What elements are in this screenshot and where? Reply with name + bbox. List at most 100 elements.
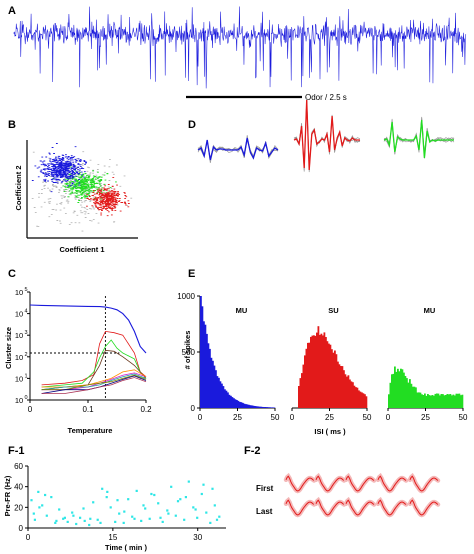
f1-point [83,519,86,522]
c-y-tick-label: 10 [15,331,23,340]
e-bar [326,341,329,408]
e-y-label: # of spikes [183,331,192,370]
d-trace-mean [197,137,279,161]
f1-point [116,499,119,502]
e-bar [364,394,366,408]
e-bar [237,400,240,408]
e-bar [307,342,309,408]
e-bar [298,386,300,408]
e-bar [424,393,426,408]
f1-point [92,501,95,504]
f1-point [96,518,99,521]
e-bar [353,385,356,408]
e-bar [225,390,228,408]
panel-label-d: D [188,119,196,131]
f1-point [148,517,151,520]
e-bar [454,395,456,408]
e-bar [437,393,440,408]
e-bar [210,357,213,408]
b-x-label: Coefficient 1 [59,245,104,254]
f1-point [72,514,75,517]
f1-point [167,512,170,515]
f1-point [200,492,203,496]
f1-point [88,523,91,527]
panel-label-a: A [8,5,16,17]
e-bar [204,324,207,408]
e-bar [310,336,312,408]
f1-point [215,518,219,521]
e-x-tick-label: 0 [386,413,391,422]
e-subplot-2: 0 25 50 MU [386,306,468,422]
e-bar [434,393,437,408]
f1-point [30,499,33,502]
c-lines [29,304,147,394]
f1-point [131,515,134,518]
f1-y-tick-label: 40 [14,483,23,492]
e-bar [416,392,419,408]
f2-waveform-mean [285,499,315,516]
e-bar [403,372,405,408]
e-bar [401,369,404,408]
e-x-tick-label: 50 [363,413,372,422]
cluster-red [86,177,130,217]
e-bar [415,387,417,408]
e-bar [203,321,205,408]
e-bar [248,404,250,408]
e-subplot-0: 1000 500 00 25 50 MU [177,292,280,422]
f1-point [38,506,41,509]
e-y-tick-label: 1000 [177,292,195,301]
f1-point [140,519,143,522]
e-x-tick-label: 0 [290,413,295,422]
c-series-line [41,374,147,391]
e-bar [356,387,359,408]
e-bar [436,393,438,408]
f1-point [118,512,121,515]
e-bar [234,399,237,408]
e-bar [219,381,222,408]
f1-point [187,480,190,483]
f1-point [205,511,208,514]
c-y-tick-exponent: 5 [24,287,27,293]
f1-point [101,487,104,490]
e-bar [322,335,324,408]
e-bar [325,337,327,408]
e-bar [329,344,332,408]
e-bar [422,395,425,408]
b-points [31,143,133,232]
f2-waveform-mean [345,475,375,492]
e-bar [255,406,258,408]
e-x-tick-label: 25 [233,413,242,422]
f1-point [55,519,58,522]
d-unit-blue [197,135,279,163]
f1-point [213,504,216,507]
f2-waveform-mean [409,475,439,492]
c-y-tick-exponent: 4 [24,309,27,315]
e-subplot-label: MU [236,306,248,315]
e-bar [344,374,347,408]
e-bar [359,391,362,408]
e-bar [461,394,464,408]
panel-f2-waveforms: First Last [256,472,441,518]
e-bar [392,373,395,408]
f2-waveform-mean [377,475,407,492]
f1-point [82,507,85,510]
e-bar [341,366,344,408]
e-bar [201,306,204,408]
d-unit-red [293,97,361,173]
raw-voltage-trace [13,6,467,89]
e-bar [254,406,256,408]
e-bar [230,395,232,408]
e-bar [239,401,241,408]
e-bar [272,407,274,408]
e-bar [206,333,208,408]
f1-point [66,520,69,523]
c-y-tick-exponent: 3 [24,330,27,336]
e-bar [251,405,253,408]
f1-y-label: Pre-FR (Hz) [3,475,12,516]
e-bar [406,378,408,408]
e-bar [319,334,321,408]
e-bar [340,366,342,408]
e-bar [320,333,323,408]
c-series-line [41,339,147,388]
